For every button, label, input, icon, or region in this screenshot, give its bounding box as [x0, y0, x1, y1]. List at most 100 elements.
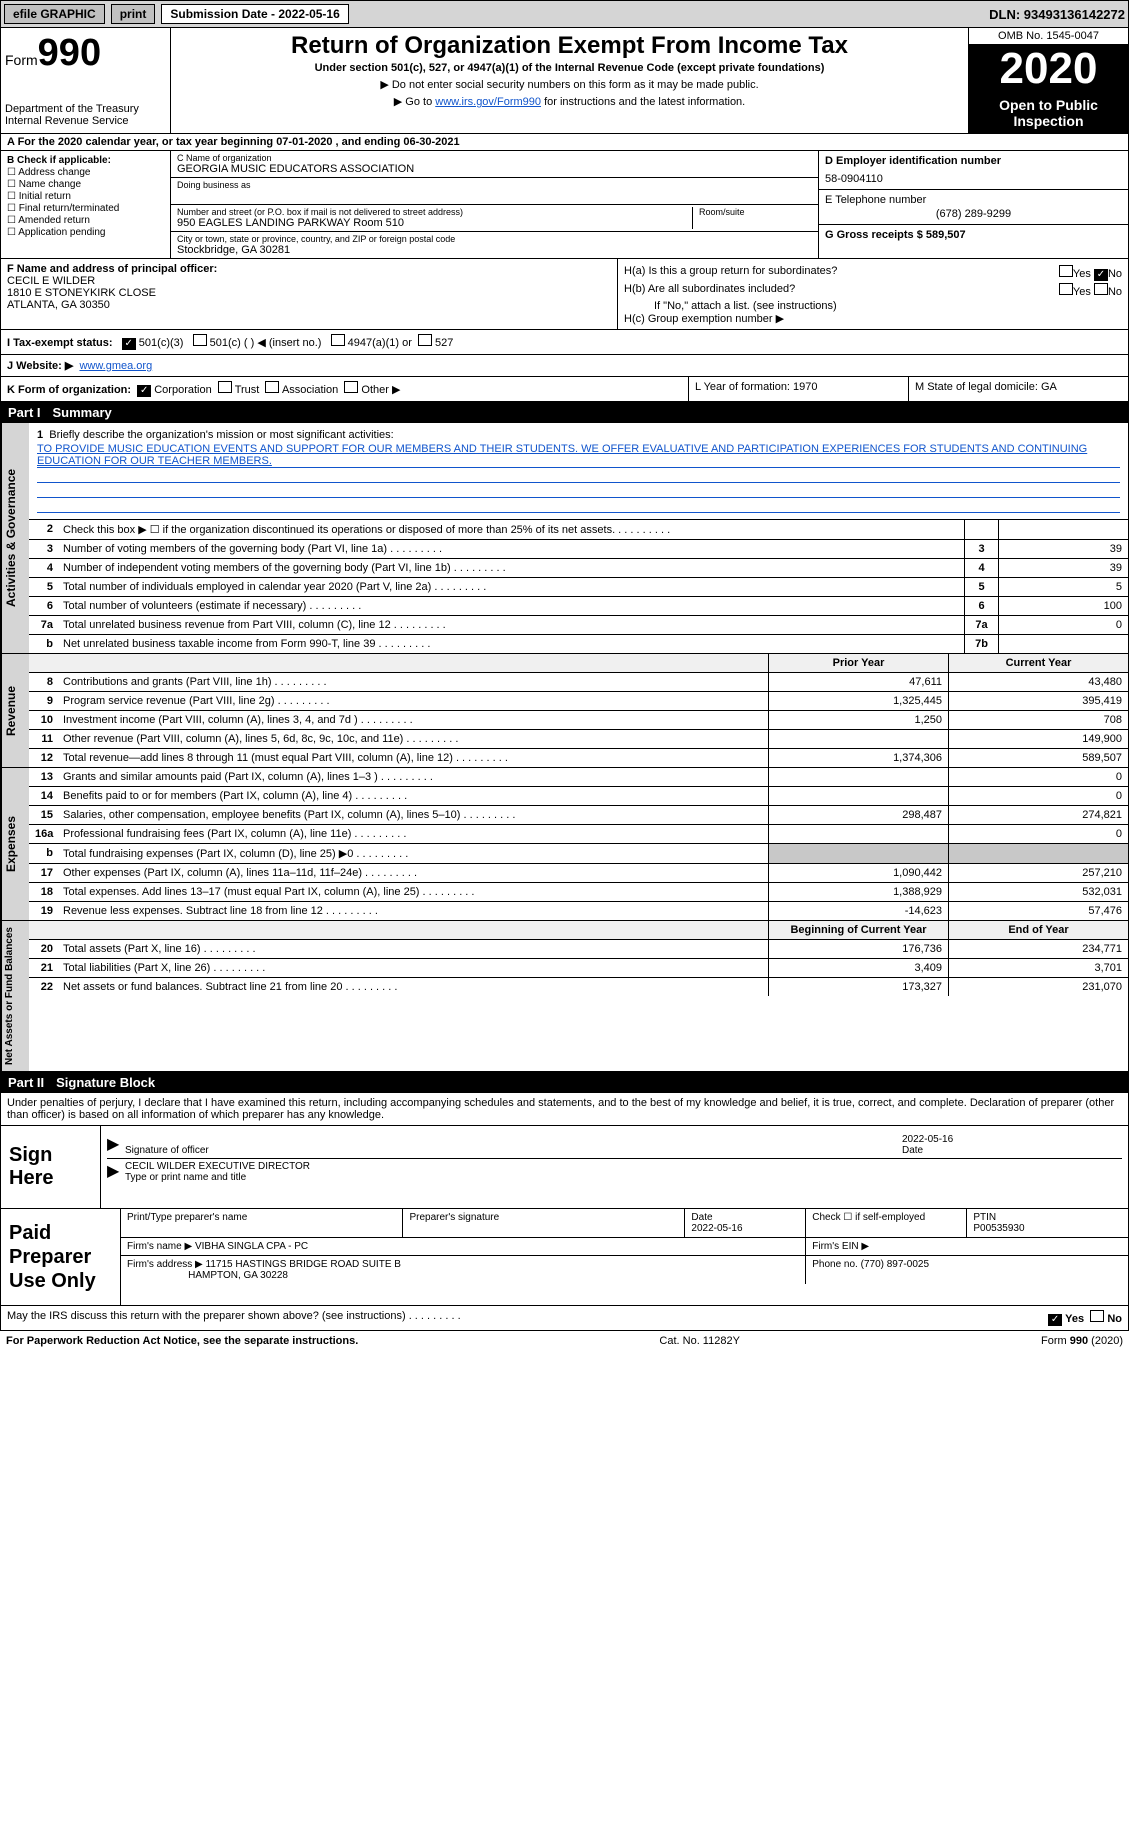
chk-amended[interactable]: ☐ Amended return — [7, 215, 164, 226]
line-num: 11 — [29, 730, 59, 748]
hb-no-t: No — [1108, 286, 1122, 298]
irs-yes-chk[interactable]: ✓ — [1048, 1314, 1062, 1326]
line-text: Salaries, other compensation, employee b… — [59, 806, 768, 824]
line-text: Total number of volunteers (estimate if … — [59, 597, 964, 615]
line-text: Investment income (Part VIII, column (A)… — [59, 711, 768, 729]
line-num: 19 — [29, 902, 59, 920]
k-o1: Trust — [235, 384, 260, 396]
line-prior: 3,409 — [768, 959, 948, 977]
ha-no[interactable]: ✓ — [1094, 269, 1108, 281]
fgh-row: F Name and address of principal officer:… — [0, 259, 1129, 330]
end-hdr: End of Year — [948, 921, 1128, 939]
part2-title: Signature Block — [56, 1075, 155, 1090]
k-other[interactable] — [344, 381, 358, 393]
line-text: Number of voting members of the governin… — [59, 540, 964, 558]
line-num: 3 — [29, 540, 59, 558]
prep-h2: Preparer's signature — [409, 1212, 678, 1223]
line-curr: 231,070 — [948, 978, 1128, 996]
officer-addr2: ATLANTA, GA 30350 — [7, 299, 611, 311]
hb-no[interactable] — [1094, 283, 1108, 295]
line-prior: 298,487 — [768, 806, 948, 824]
line-row: 16a Professional fundraising fees (Part … — [29, 825, 1128, 844]
k-trust[interactable] — [218, 381, 232, 393]
line-num: 6 — [29, 597, 59, 615]
chk-pending[interactable]: ☐ Application pending — [7, 227, 164, 238]
chk-final[interactable]: ☐ Final return/terminated — [7, 203, 164, 214]
prep-date: 2022-05-16 — [691, 1223, 799, 1234]
chk-initial[interactable]: ☐ Initial return — [7, 191, 164, 202]
line-text: Grants and similar amounts paid (Part IX… — [59, 768, 768, 786]
irs-link[interactable]: www.irs.gov/Form990 — [435, 96, 541, 108]
efile-button[interactable]: efile GRAPHIC — [4, 4, 105, 24]
line-val: 5 — [998, 578, 1128, 596]
line-row: 19 Revenue less expenses. Subtract line … — [29, 902, 1128, 920]
print-button[interactable]: print — [111, 4, 156, 24]
sign-block: Sign Here ▶ Signature of officer2022-05-… — [0, 1126, 1129, 1209]
irs-no-chk[interactable] — [1090, 1310, 1104, 1322]
hc-label: H(c) Group exemption number ▶ — [624, 312, 1122, 325]
line-row: 5 Total number of individuals employed i… — [29, 578, 1128, 597]
k-label: K Form of organization: — [7, 384, 131, 396]
chk-name-change[interactable]: ☐ Name change — [7, 179, 164, 190]
i-501c[interactable] — [193, 334, 207, 346]
line-prior — [768, 787, 948, 805]
line-text: Total unrelated business revenue from Pa… — [59, 616, 964, 634]
line-row: 13 Grants and similar amounts paid (Part… — [29, 768, 1128, 787]
info-grid: B Check if applicable: ☐ Address change … — [0, 151, 1129, 259]
addr-label: Firm's address ▶ — [127, 1259, 203, 1270]
preparer-block: Paid Preparer Use Only Print/Type prepar… — [0, 1209, 1129, 1306]
phone-label: Phone no. — [812, 1259, 858, 1270]
chk-addr-change[interactable]: ☐ Address change — [7, 167, 164, 178]
hb-note: If "No," attach a list. (see instruction… — [624, 300, 1122, 312]
curr-hdr: Current Year — [948, 654, 1128, 672]
k-corp[interactable]: ✓ — [137, 385, 151, 397]
box-h: H(a) Is this a group return for subordin… — [618, 259, 1128, 329]
form-header: Form990 Department of the Treasury Inter… — [0, 28, 1129, 134]
omb-number: OMB No. 1545-0047 — [969, 28, 1128, 45]
footer-mid: Cat. No. 11282Y — [659, 1335, 740, 1347]
hb-yes[interactable] — [1059, 283, 1073, 295]
box-m: M State of legal domicile: GA — [908, 377, 1128, 401]
line-row: 14 Benefits paid to or for members (Part… — [29, 787, 1128, 806]
website-link[interactable]: www.gmea.org — [79, 360, 152, 372]
note2-post: for instructions and the latest informat… — [541, 96, 745, 108]
line-box: 4 — [964, 559, 998, 577]
chk-1: Name change — [19, 179, 81, 190]
line-row: 9 Program service revenue (Part VIII, li… — [29, 692, 1128, 711]
arrow-icon-2: ▶ — [107, 1161, 125, 1183]
rev-section: Revenue Prior YearCurrent Year 8 Contrib… — [0, 654, 1129, 768]
line-num: 17 — [29, 864, 59, 882]
mission-text[interactable]: TO PROVIDE MUSIC EDUCATION EVENTS AND SU… — [37, 443, 1087, 467]
period-line: A For the 2020 calendar year, or tax yea… — [0, 134, 1129, 151]
chk-0: Address change — [18, 167, 90, 178]
sig-date-label: Date — [902, 1145, 1122, 1156]
line-row: 3 Number of voting members of the govern… — [29, 540, 1128, 559]
line-row: b Total fundraising expenses (Part IX, c… — [29, 844, 1128, 864]
line-row: 21 Total liabilities (Part X, line 26) 3… — [29, 959, 1128, 978]
line-prior — [768, 768, 948, 786]
line-row: 10 Investment income (Part VIII, column … — [29, 711, 1128, 730]
line-text: Total revenue—add lines 8 through 11 (mu… — [59, 749, 768, 767]
part1-title: Summary — [53, 405, 112, 420]
ha-yes-t: Yes — [1073, 268, 1091, 280]
ha-yes[interactable] — [1059, 265, 1073, 277]
line-curr: 234,771 — [948, 940, 1128, 958]
sig-intro: Under penalties of perjury, I declare th… — [0, 1093, 1129, 1126]
prior-hdr: Prior Year — [768, 654, 948, 672]
i-4947[interactable] — [331, 334, 345, 346]
i-o3: 527 — [435, 337, 453, 349]
line-prior: 1,388,929 — [768, 883, 948, 901]
line-text: Total expenses. Add lines 13–17 (must eq… — [59, 883, 768, 901]
line-text: Total number of individuals employed in … — [59, 578, 964, 596]
vtab-na: Net Assets or Fund Balances — [1, 921, 29, 1071]
k-assoc[interactable] — [265, 381, 279, 393]
prep-h5: PTIN — [973, 1212, 1122, 1223]
line-val: 39 — [998, 540, 1128, 558]
line-num: 21 — [29, 959, 59, 977]
prep-addr2: HAMPTON, GA 30228 — [188, 1270, 288, 1281]
i-501c3[interactable]: ✓ — [122, 338, 136, 350]
i-527[interactable] — [418, 334, 432, 346]
line-text: Contributions and grants (Part VIII, lin… — [59, 673, 768, 691]
line-prior: 1,325,445 — [768, 692, 948, 710]
line-curr: 3,701 — [948, 959, 1128, 977]
